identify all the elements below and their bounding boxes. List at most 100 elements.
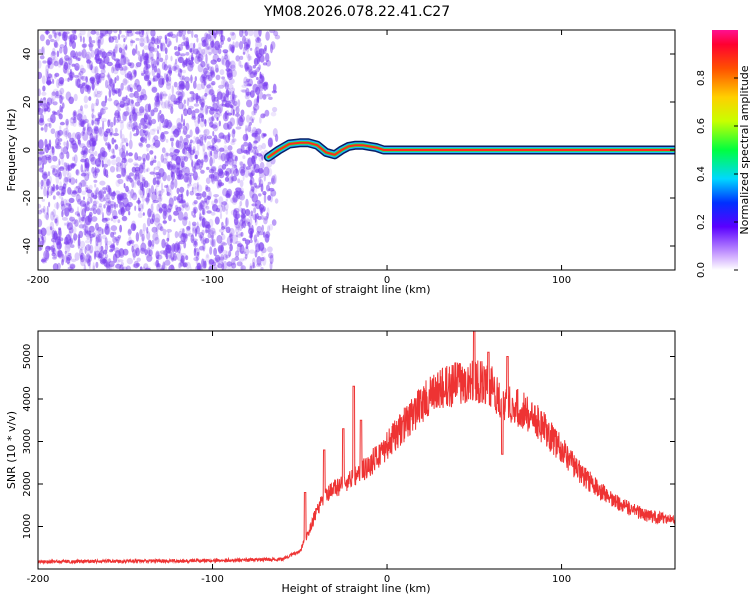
noise-dot (192, 214, 196, 218)
noise-dot (139, 229, 146, 237)
noise-dot (107, 84, 112, 90)
noise-dot (231, 262, 237, 269)
noise-dot (64, 177, 69, 183)
noise-dot (91, 192, 94, 198)
noise-dot (98, 76, 101, 83)
noise-dot (275, 133, 279, 142)
noise-dot (78, 230, 84, 239)
noise-dot (50, 211, 54, 216)
noise-dot (208, 89, 215, 96)
noise-dot (70, 244, 75, 249)
noise-dot (200, 102, 205, 108)
noise-dot (196, 37, 199, 43)
noise-dot (220, 245, 224, 252)
noise-dot (217, 204, 224, 213)
noise-dot (245, 166, 251, 170)
noise-dot (179, 228, 186, 233)
noise-dot (163, 218, 166, 226)
noise-dot (272, 106, 278, 113)
noise-dot (96, 205, 103, 216)
noise-dot (77, 234, 80, 238)
noise-dot (123, 182, 126, 189)
noise-dot (61, 155, 64, 166)
noise-dot (151, 86, 158, 93)
noise-dot (141, 30, 144, 36)
noise-dot (51, 146, 55, 154)
noise-dot (183, 172, 190, 183)
noise-dot (124, 101, 129, 111)
noise-dot (71, 41, 77, 49)
noise-dot (235, 187, 242, 192)
noise-dot (209, 227, 216, 235)
noise-dot (58, 185, 64, 191)
noise-dot (149, 81, 152, 85)
noise-dot (170, 180, 175, 190)
noise-dot (39, 55, 45, 60)
noise-dot (215, 30, 219, 35)
noise-dot (212, 131, 215, 137)
noise-dot (223, 149, 230, 153)
spectrogram-xtick-label: 0 (384, 275, 390, 286)
noise-dot (240, 207, 244, 214)
noise-dot (266, 207, 270, 217)
noise-dot (38, 218, 43, 228)
noise-dot (97, 190, 104, 196)
noise-dot (82, 223, 87, 231)
noise-dot (143, 114, 148, 123)
noise-dot (123, 79, 130, 84)
noise-dot (99, 72, 106, 79)
noise-dot (155, 225, 159, 235)
noise-dot (248, 122, 252, 126)
noise-dot (203, 80, 207, 86)
noise-dot (100, 108, 106, 115)
noise-dot (190, 56, 195, 61)
noise-dot (38, 48, 42, 54)
noise-dot (116, 166, 123, 172)
noise-dot (100, 245, 104, 252)
noise-dot (120, 208, 125, 214)
noise-dot (102, 249, 108, 255)
noise-dot (193, 136, 196, 140)
noise-dot (118, 209, 123, 215)
noise-dot (225, 217, 229, 227)
spectrogram-ylabel: Frequency (Hz) (5, 109, 18, 192)
noise-dot (179, 69, 183, 73)
noise-dot (251, 203, 258, 207)
noise-dot (52, 78, 55, 85)
snr-xtick-label: 100 (552, 574, 571, 585)
noise-dot (80, 217, 85, 222)
noise-dot (173, 210, 179, 216)
noise-dot (177, 262, 182, 270)
noise-dot (58, 227, 62, 231)
noise-dot (152, 142, 156, 146)
noise-dot (204, 154, 207, 158)
noise-dot (120, 160, 124, 170)
noise-dot (261, 154, 264, 161)
noise-dot (164, 118, 169, 128)
noise-dot (152, 177, 157, 186)
noise-dot (212, 261, 216, 267)
noise-dot (88, 148, 91, 154)
noise-dot (131, 245, 134, 253)
noise-dot (89, 153, 95, 162)
noise-dot (177, 242, 181, 250)
noise-dot (69, 189, 73, 196)
noise-dot (185, 81, 190, 91)
noise-dot (168, 40, 172, 46)
noise-dot (146, 122, 152, 126)
noise-dot (263, 231, 266, 238)
noise-dot (205, 43, 210, 51)
noise-dot (79, 30, 86, 36)
noise-dot (94, 243, 101, 253)
noise-dot (175, 90, 182, 96)
noise-dot (105, 197, 111, 204)
noise-dot (54, 202, 60, 209)
noise-dot (248, 68, 253, 74)
noise-dot (99, 35, 103, 40)
noise-dot (65, 162, 68, 172)
noise-dot (199, 107, 204, 116)
noise-dot (141, 153, 148, 162)
noise-dot (234, 155, 238, 162)
noise-dot (182, 165, 186, 176)
noise-dot (161, 101, 167, 109)
